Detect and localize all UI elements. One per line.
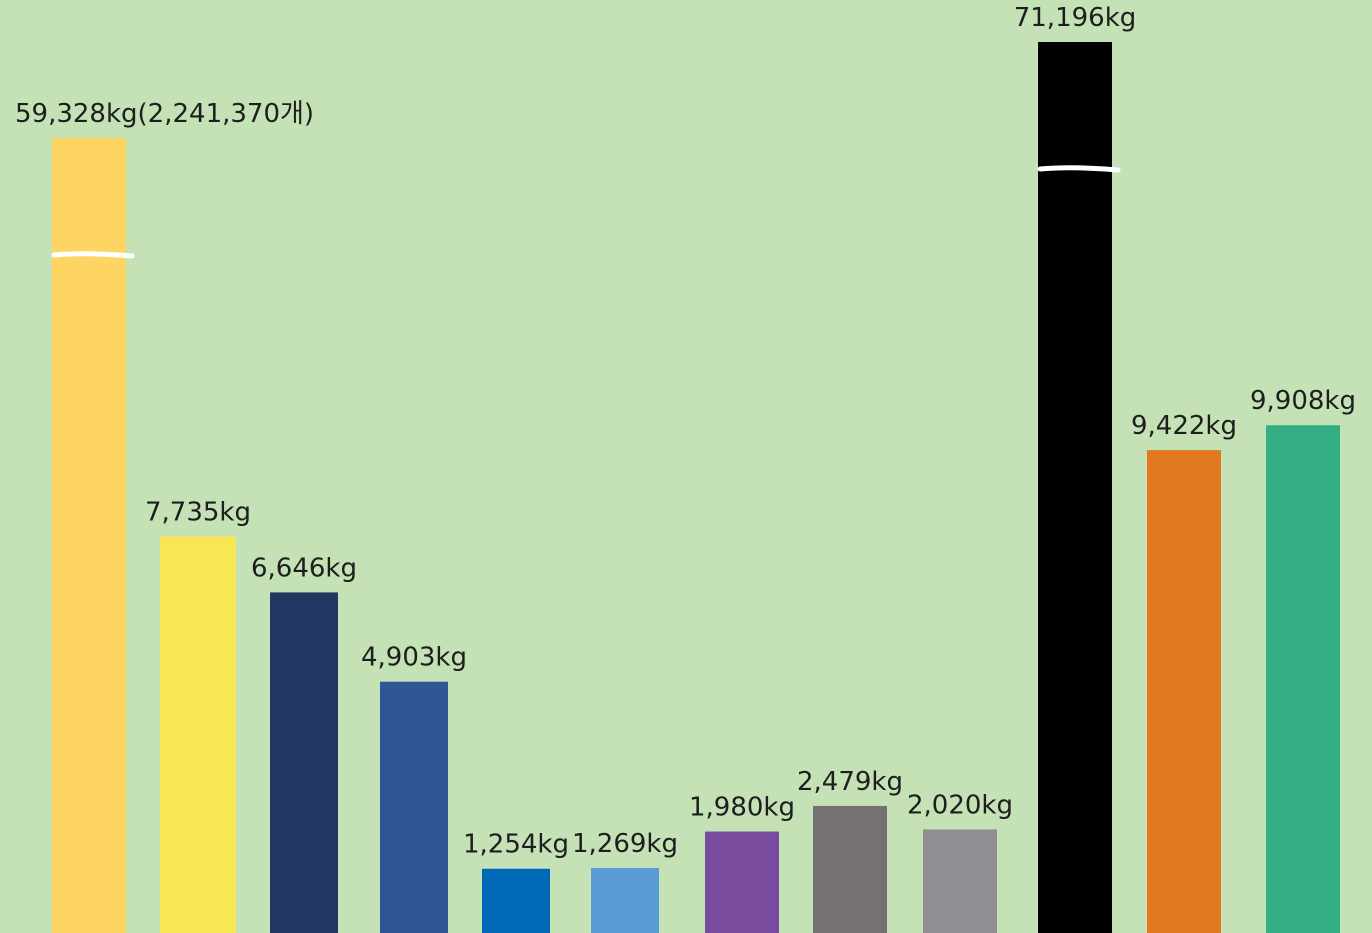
bar-10 xyxy=(1038,42,1112,933)
bar-6 xyxy=(591,867,659,933)
data-label-1: 59,328kg(2,241,370개) xyxy=(15,99,314,129)
bar-9 xyxy=(923,829,997,933)
bar-12 xyxy=(1266,425,1340,933)
bar-1 xyxy=(52,138,126,933)
data-label-4: 4,903kg xyxy=(361,643,467,673)
data-label-7: 1,980kg xyxy=(689,793,795,823)
bar-7 xyxy=(705,831,779,933)
data-label-9: 2,020kg xyxy=(907,790,1013,820)
data-label-8: 2,479kg xyxy=(797,767,903,797)
bar-2 xyxy=(160,536,236,933)
data-label-10: 71,196kg xyxy=(1014,3,1137,33)
data-label-2: 7,735kg xyxy=(145,498,251,528)
axis-break-mark-10 xyxy=(1037,165,1121,173)
bar-4 xyxy=(380,681,448,933)
bar-11 xyxy=(1147,450,1221,933)
data-label-6: 1,269kg xyxy=(572,829,678,859)
data-label-12: 9,908kg xyxy=(1250,386,1356,416)
bar-8 xyxy=(813,805,887,933)
bar-5 xyxy=(482,868,550,933)
axis-break-mark-1 xyxy=(51,251,135,259)
data-label-3: 6,646kg xyxy=(251,553,357,583)
bar-3 xyxy=(270,592,338,933)
data-label-5: 1,254kg xyxy=(463,830,569,860)
data-label-11: 9,422kg xyxy=(1131,411,1237,441)
